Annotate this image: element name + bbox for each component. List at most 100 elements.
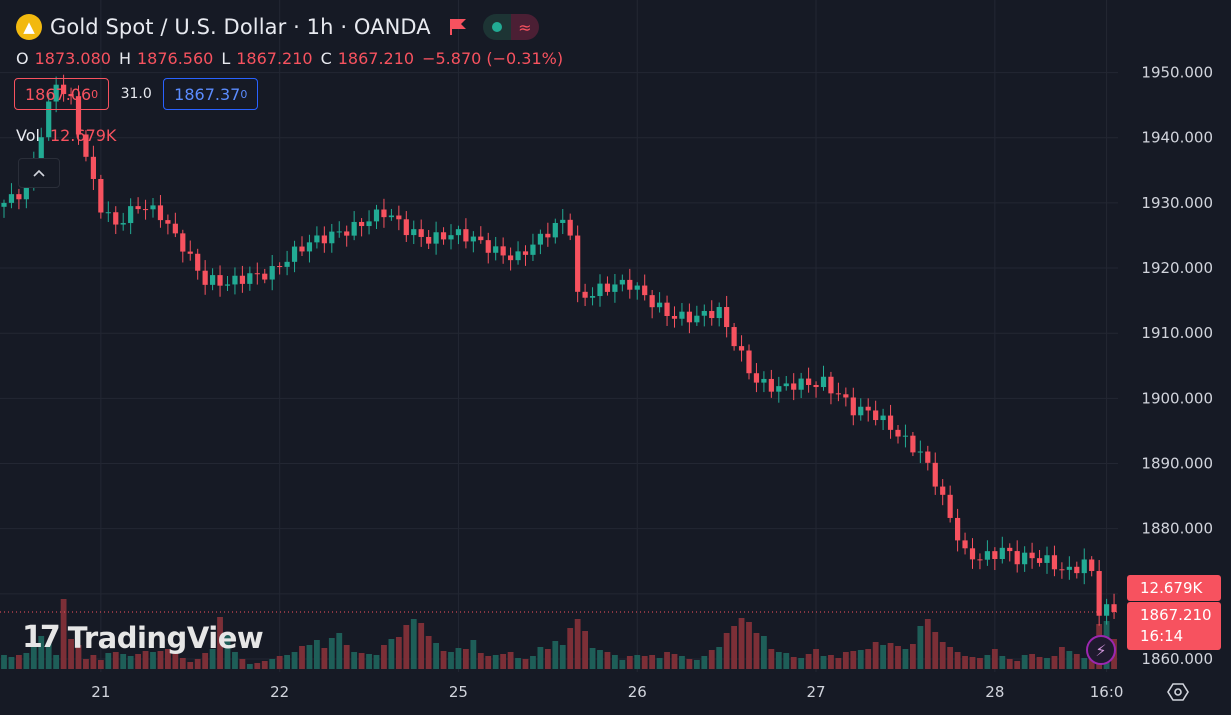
candle-body [120,223,126,225]
candle-body [791,383,797,390]
last-price-badge: 1867.210 16:14 [1127,602,1221,650]
volume-bar [232,652,238,669]
volume-bar [500,654,507,669]
volume-bar [880,645,886,669]
volume-bar [157,651,164,669]
volume-bar [701,656,708,669]
candle-body [671,315,678,319]
candle-layer [1,74,1117,626]
x-tick-label: 21 [91,683,110,701]
volume-bar [105,653,112,669]
volume-bar [850,651,857,669]
candle-body [180,233,186,252]
volume-bar [299,646,305,669]
candle-body [716,307,722,319]
volume-bar [962,656,968,669]
volume-bar [150,652,156,669]
candle-body [537,233,543,245]
candle-body [746,350,752,374]
volume-bar [492,655,499,669]
candle-body [284,261,290,267]
candle-body [612,284,618,292]
volume-bar [805,654,812,669]
candle-body [269,266,275,280]
tradingview-watermark[interactable]: 17 TradingView [22,620,264,655]
high-value: 1876.560 [136,49,214,68]
volume-bar [716,647,723,669]
candle-body [940,486,946,495]
candle-body [776,386,782,392]
volume-bar [410,619,417,669]
candle-body [217,275,223,286]
candle-body [858,406,864,416]
candle-body [843,394,849,398]
volume-bar [351,652,358,669]
candle-body [224,284,231,286]
volume-bar [30,647,37,669]
candle-body [686,311,692,323]
candle-body [1066,566,1072,570]
volume-bar [16,655,22,669]
candle-body [783,383,789,387]
volume-bar [530,656,536,669]
candle-body [329,231,335,244]
volume-bar [224,632,231,669]
buy-button[interactable]: 1867.37 0 [163,78,259,110]
volume-bar [463,649,469,669]
candle-body [627,279,633,290]
volume-bar [947,647,954,669]
volume-bar [649,655,656,669]
x-tick-label: 25 [449,683,468,701]
high-label: H [118,49,131,68]
y-tick-label: 1900.000 [1141,389,1213,407]
volume-legend[interactable]: Vol 12.679K [16,126,116,145]
x-tick-label: 27 [807,683,826,701]
sell-button[interactable]: 1867.06 0 [14,78,110,110]
candle-body [657,302,663,308]
candle-body [1029,552,1035,559]
candle-body [68,94,74,97]
lightning-button[interactable]: ⚡ [1086,635,1116,665]
volume-bar [574,619,581,669]
volume-bar [939,642,946,669]
candle-body [984,551,990,560]
candle-body [440,232,447,240]
volume-bar [537,647,544,669]
volume-bar [738,618,745,669]
collapse-legend-button[interactable] [18,158,60,188]
candle-body [165,220,171,224]
volume-bar [634,655,641,669]
candle-body [23,183,29,200]
volume-bar [343,645,350,669]
settings-button[interactable] [1165,680,1191,704]
volume-bar [165,649,171,669]
candle-body [485,240,491,253]
volume-bar [53,655,60,669]
volume-bar [1059,647,1065,669]
gold-coins-icon[interactable]: ▲ [16,14,42,40]
y-tick-label: 1910.000 [1141,324,1213,342]
candle-body [828,376,834,394]
candle-body [75,96,82,135]
volume-bar [8,657,15,669]
candle-body [955,517,961,541]
axis-layer: 1950.000 1940.000 1930.000 1920.000 1910.000… [91,64,1213,701]
candle-body [806,378,812,385]
volume-bar [306,645,313,669]
volume-bar [366,654,372,669]
candle-body [403,219,409,236]
volume-bar [828,655,834,669]
candle-body [247,273,253,284]
candle-body [798,378,804,390]
candle-body [873,410,879,421]
symbol-title[interactable]: Gold Spot / U.S. Dollar · 1h · OANDA [50,15,431,39]
flag-icon[interactable] [449,18,467,36]
volume-bar [127,656,134,669]
candle-body [98,178,104,213]
y-tick-label: 1950.000 [1141,64,1213,82]
market-status-pill[interactable]: ≈ [482,14,539,40]
y-tick-label: 1930.000 [1141,194,1213,212]
volume-bar [403,625,410,669]
